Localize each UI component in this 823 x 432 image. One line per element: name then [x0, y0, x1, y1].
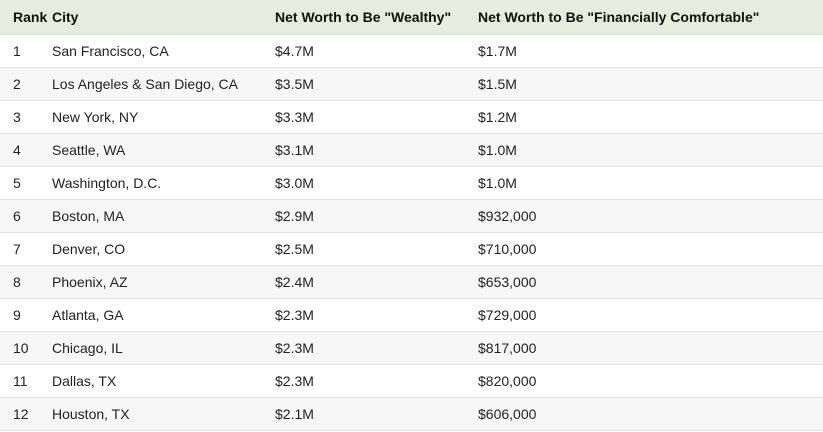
cell-comfortable: $653,000 — [478, 265, 823, 299]
table-row: 12 Houston, TX $2.1M $606,000 — [0, 397, 823, 431]
cell-city: Phoenix, AZ — [52, 265, 275, 299]
header-comfortable: Net Worth to Be "Financially Comfortable… — [478, 0, 823, 35]
table-row: 6 Boston, MA $2.9M $932,000 — [0, 199, 823, 233]
table-row: 5 Washington, D.C. $3.0M $1.0M — [0, 166, 823, 200]
table-row: 7 Denver, CO $2.5M $710,000 — [0, 232, 823, 266]
cell-rank: 11 — [0, 364, 52, 398]
header-city: City — [52, 0, 275, 35]
cell-wealthy: $3.1M — [275, 133, 478, 167]
header-row: Rank City Net Worth to Be "Wealthy" Net … — [0, 0, 823, 35]
cell-city: Los Angeles & San Diego, CA — [52, 67, 275, 101]
cell-wealthy: $3.5M — [275, 67, 478, 101]
cell-rank: 3 — [0, 100, 52, 134]
table-row: 9 Atlanta, GA $2.3M $729,000 — [0, 298, 823, 332]
cell-comfortable: $1.2M — [478, 100, 823, 134]
cell-city: Houston, TX — [52, 397, 275, 431]
cell-comfortable: $606,000 — [478, 397, 823, 431]
cell-comfortable: $817,000 — [478, 331, 823, 365]
cell-city: Boston, MA — [52, 199, 275, 233]
cell-comfortable: $1.0M — [478, 133, 823, 167]
table-row: 10 Chicago, IL $2.3M $817,000 — [0, 331, 823, 365]
cell-city: New York, NY — [52, 100, 275, 134]
cell-comfortable: $932,000 — [478, 199, 823, 233]
cell-wealthy: $2.4M — [275, 265, 478, 299]
cell-wealthy: $3.0M — [275, 166, 478, 200]
cell-rank: 8 — [0, 265, 52, 299]
table-row: 1 San Francisco, CA $4.7M $1.7M — [0, 34, 823, 68]
table-row: 4 Seattle, WA $3.1M $1.0M — [0, 133, 823, 167]
table-body: 1 San Francisco, CA $4.7M $1.7M 2 Los An… — [0, 34, 823, 431]
cell-wealthy: $2.3M — [275, 331, 478, 365]
cell-comfortable: $1.0M — [478, 166, 823, 200]
cell-wealthy: $3.3M — [275, 100, 478, 134]
cell-rank: 12 — [0, 397, 52, 431]
table-row: 3 New York, NY $3.3M $1.2M — [0, 100, 823, 134]
cell-city: Seattle, WA — [52, 133, 275, 167]
cell-city: Washington, D.C. — [52, 166, 275, 200]
table-row: 2 Los Angeles & San Diego, CA $3.5M $1.5… — [0, 67, 823, 101]
cell-comfortable: $1.7M — [478, 34, 823, 68]
table-row: 8 Phoenix, AZ $2.4M $653,000 — [0, 265, 823, 299]
cell-rank: 6 — [0, 199, 52, 233]
cell-city: Dallas, TX — [52, 364, 275, 398]
cell-wealthy: $2.1M — [275, 397, 478, 431]
cell-wealthy: $2.5M — [275, 232, 478, 266]
cell-city: Atlanta, GA — [52, 298, 275, 332]
cell-wealthy: $2.3M — [275, 364, 478, 398]
header-rank: Rank — [0, 0, 52, 35]
table-header: Rank City Net Worth to Be "Wealthy" Net … — [0, 0, 823, 35]
cell-rank: 2 — [0, 67, 52, 101]
cell-comfortable: $710,000 — [478, 232, 823, 266]
cell-comfortable: $820,000 — [478, 364, 823, 398]
cell-rank: 9 — [0, 298, 52, 332]
cell-wealthy: $2.9M — [275, 199, 478, 233]
cell-rank: 10 — [0, 331, 52, 365]
cell-comfortable: $1.5M — [478, 67, 823, 101]
cell-rank: 4 — [0, 133, 52, 167]
cell-wealthy: $4.7M — [275, 34, 478, 68]
cell-rank: 1 — [0, 34, 52, 68]
cell-wealthy: $2.3M — [275, 298, 478, 332]
cell-city: Denver, CO — [52, 232, 275, 266]
table-row: 11 Dallas, TX $2.3M $820,000 — [0, 364, 823, 398]
header-wealthy: Net Worth to Be "Wealthy" — [275, 0, 478, 35]
cell-rank: 5 — [0, 166, 52, 200]
cell-city: San Francisco, CA — [52, 34, 275, 68]
cell-comfortable: $729,000 — [478, 298, 823, 332]
cell-rank: 7 — [0, 232, 52, 266]
cell-city: Chicago, IL — [52, 331, 275, 365]
